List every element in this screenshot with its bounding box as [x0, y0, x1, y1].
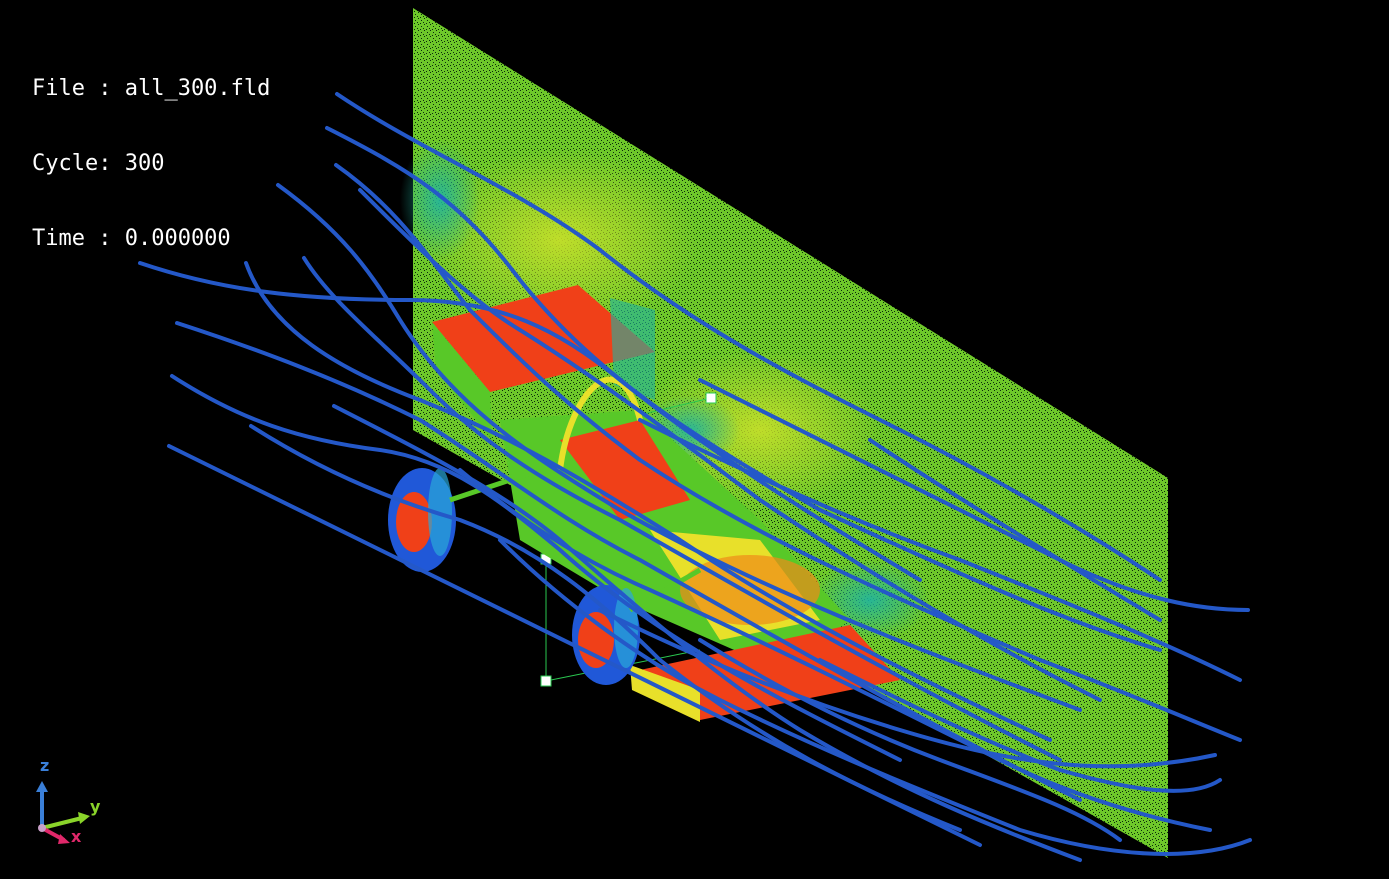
chassis-hot-region — [560, 420, 690, 520]
streamline — [638, 418, 1242, 682]
streamline — [598, 608, 1217, 769]
y-axis-label: y — [90, 797, 101, 816]
axis-triad-icon — [36, 781, 90, 844]
velocity-slice-plane[interactable] — [400, 8, 1168, 858]
cycle-label: Cycle: 300 — [32, 151, 165, 176]
streamline — [175, 321, 1082, 802]
streamline — [868, 438, 1162, 622]
streamline — [458, 468, 1212, 832]
plane-wake-region — [420, 150, 700, 330]
streamline — [698, 638, 1122, 842]
streamline — [698, 378, 1250, 612]
rear-wing-endplate — [610, 298, 655, 400]
triad-origin — [38, 824, 46, 832]
x-axis-label: x — [71, 827, 82, 846]
plane-low-velocity-region — [400, 140, 480, 260]
z-axis-arrow — [36, 781, 48, 792]
y-axis-line — [41, 816, 83, 830]
streamline — [167, 444, 982, 847]
time-label: Time : 0.000000 — [32, 226, 231, 251]
suspension-arm — [449, 467, 541, 503]
streamline — [818, 658, 1222, 793]
file-label: File : all_300.fld — [32, 76, 271, 101]
front-tire-hub — [578, 612, 614, 668]
bbox-handle — [705, 392, 717, 404]
streamline — [138, 261, 922, 582]
streamline — [276, 183, 1082, 712]
x-axis-arrow — [58, 834, 70, 844]
suspension-arm — [628, 567, 702, 613]
z-axis-label: z — [40, 756, 50, 775]
streamline — [334, 163, 1242, 742]
streamline — [244, 261, 1052, 742]
info-overlay: File : all_300.fld Cycle: 300 Time : 0.0… — [32, 26, 270, 301]
bbox-handle — [540, 675, 552, 687]
streamline-set[interactable] — [138, 92, 1252, 862]
streamline — [358, 188, 1102, 702]
streamline — [335, 92, 1162, 582]
streamline — [498, 538, 1252, 856]
roll-hoop — [557, 376, 643, 471]
streamline — [302, 256, 1062, 762]
y-axis-arrow — [78, 812, 90, 824]
